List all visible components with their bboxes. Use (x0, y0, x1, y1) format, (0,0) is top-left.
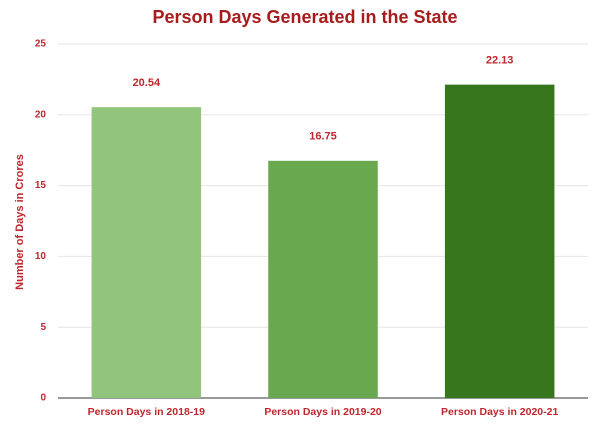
y-tick-label: 0 (40, 393, 46, 404)
y-tick-label: 25 (35, 39, 47, 50)
chart-title: Person Days Generated in the State (152, 7, 457, 27)
y-tick-label: 10 (35, 251, 47, 262)
y-tick-label: 20 (35, 109, 47, 120)
data-label: 22.13 (486, 55, 514, 67)
x-tick-label: Person Days in 2020-21 (441, 406, 558, 418)
data-label: 20.54 (133, 77, 161, 89)
x-tick-label: Person Days in 2019-20 (264, 406, 381, 418)
y-tick-label: 15 (35, 180, 47, 191)
y-tick-label: 5 (40, 322, 46, 333)
y-axis-label: Number of Days in Crores (14, 154, 26, 290)
bar (268, 160, 378, 398)
bar (444, 84, 555, 399)
x-tick-label: Person Days in 2018-19 (88, 406, 205, 418)
bar (91, 107, 202, 399)
data-label: 16.75 (309, 131, 337, 143)
